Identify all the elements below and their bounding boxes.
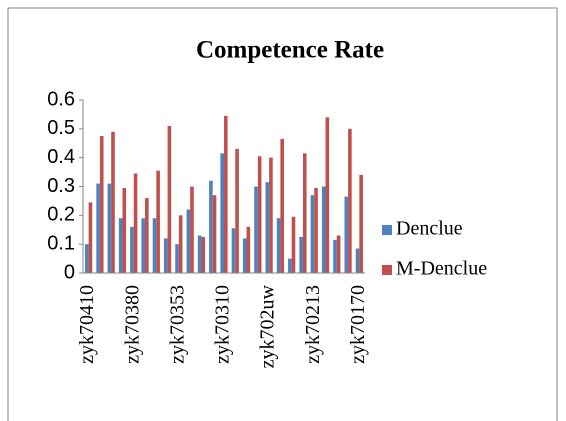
bar — [88, 202, 93, 273]
bar — [111, 131, 115, 273]
x-tick-label: zyk702uw — [257, 284, 279, 368]
bar — [99, 136, 104, 273]
bar — [235, 149, 239, 273]
y-tick-label: 0.1 — [47, 232, 75, 254]
bar — [280, 138, 285, 273]
y-tick-label: 0 — [64, 261, 75, 283]
legend-swatch — [382, 265, 392, 275]
bar — [190, 186, 194, 273]
bar — [175, 244, 179, 273]
bar — [325, 117, 330, 273]
bar — [265, 182, 270, 273]
bar — [269, 157, 273, 273]
bar — [299, 236, 303, 273]
y-tick-label: 0.5 — [47, 117, 75, 139]
bar — [96, 183, 100, 273]
legend-label: M-Denclue — [396, 258, 487, 280]
bar — [291, 216, 296, 273]
x-tick-label: zyk70410 — [76, 285, 98, 364]
bar — [355, 248, 360, 273]
bar — [257, 156, 262, 273]
x-tick-label: zyk70380 — [121, 285, 143, 364]
y-tick-label: 0.2 — [47, 204, 75, 226]
bar — [145, 198, 149, 273]
bar — [220, 153, 224, 273]
bar — [276, 218, 281, 273]
x-tick-label: zyk70353 — [166, 285, 188, 364]
bar — [224, 115, 228, 273]
bar — [344, 196, 349, 273]
y-tick-label: 0.4 — [47, 146, 75, 168]
bar — [186, 209, 191, 273]
x-tick-label: zyk70213 — [302, 285, 324, 364]
bar — [212, 195, 217, 273]
bar — [178, 215, 183, 273]
bar — [133, 173, 138, 273]
bar — [156, 170, 160, 273]
bar — [163, 238, 168, 273]
legend-swatch — [382, 225, 392, 235]
bar — [107, 183, 112, 273]
bar — [197, 235, 202, 273]
bar — [348, 128, 352, 273]
x-tick-label: zyk70310 — [212, 285, 234, 364]
y-tick-label: 0.3 — [47, 175, 75, 197]
y-tick-label: 0.6 — [47, 88, 75, 110]
bar — [246, 226, 251, 273]
bar — [336, 235, 341, 273]
bar — [302, 153, 307, 273]
bar — [118, 218, 123, 273]
bar — [314, 187, 318, 273]
bar — [130, 226, 134, 273]
bar — [242, 238, 247, 273]
bar — [321, 186, 326, 273]
x-tick-label: zyk70170 — [347, 285, 369, 364]
chart-title: Competence Rate — [196, 37, 384, 64]
bar — [141, 218, 146, 273]
bar — [85, 244, 89, 273]
bar — [254, 186, 258, 273]
bar — [359, 174, 363, 273]
legend-label: Denclue — [396, 218, 463, 240]
bar — [201, 236, 206, 273]
bar — [152, 218, 157, 273]
bar — [122, 187, 127, 273]
bar — [288, 258, 292, 273]
bar — [231, 228, 236, 273]
bar — [167, 125, 172, 273]
bar — [209, 180, 213, 273]
bar — [333, 239, 337, 273]
bar — [310, 195, 315, 273]
